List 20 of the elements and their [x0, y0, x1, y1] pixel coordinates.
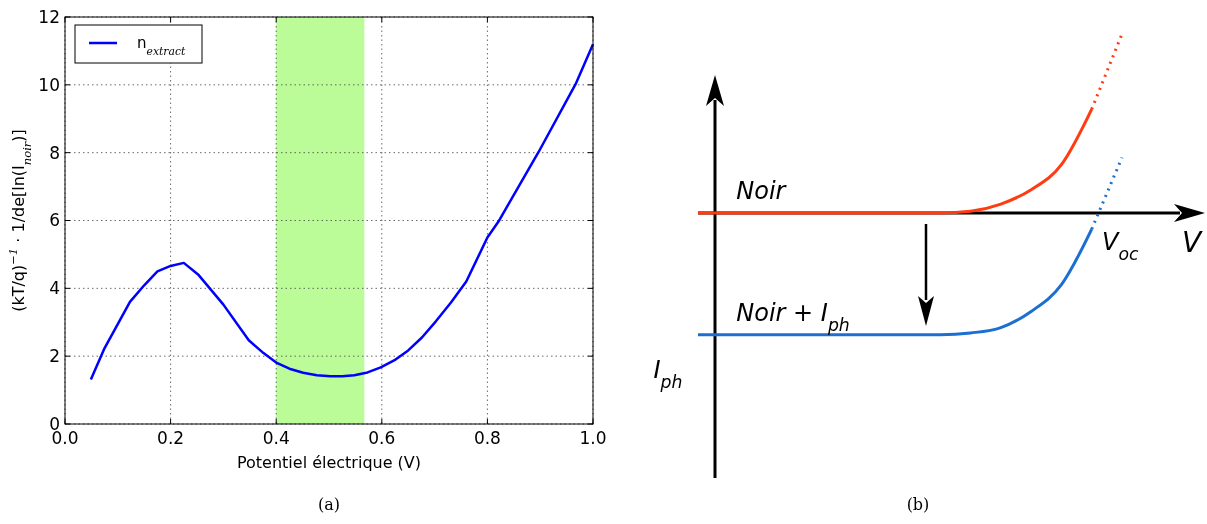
y-tick-label: 10 [38, 74, 60, 95]
x-axis-title: Potentiel électrique (V) [236, 453, 422, 472]
legend-label: n$_{extract}$ [137, 34, 186, 58]
text: (b) [906, 495, 930, 514]
x-tick-label: 0.6 [368, 428, 396, 448]
x-tick-label: 1.0 [579, 428, 607, 448]
series-label: Noir [736, 177, 788, 205]
x-axis-title: V [1182, 226, 1203, 259]
series-label: Noir + I$_{ph}$ [736, 298, 850, 335]
y-tick-label: 8 [49, 142, 60, 163]
text: (a) [317, 495, 341, 514]
x-tick-label: 0.2 [157, 428, 185, 448]
y-tick-label: 4 [49, 278, 60, 299]
y-tick-label: 6 [49, 210, 60, 231]
x-tick-label: 0.8 [473, 428, 501, 448]
y-tick-label: 12 [38, 6, 60, 27]
y-tick-label: 2 [49, 346, 60, 367]
annotation: V$_{oc}$ [1102, 228, 1139, 264]
x-tick-label: 0.4 [262, 428, 290, 448]
text: I$_{ph}$ [653, 356, 683, 392]
